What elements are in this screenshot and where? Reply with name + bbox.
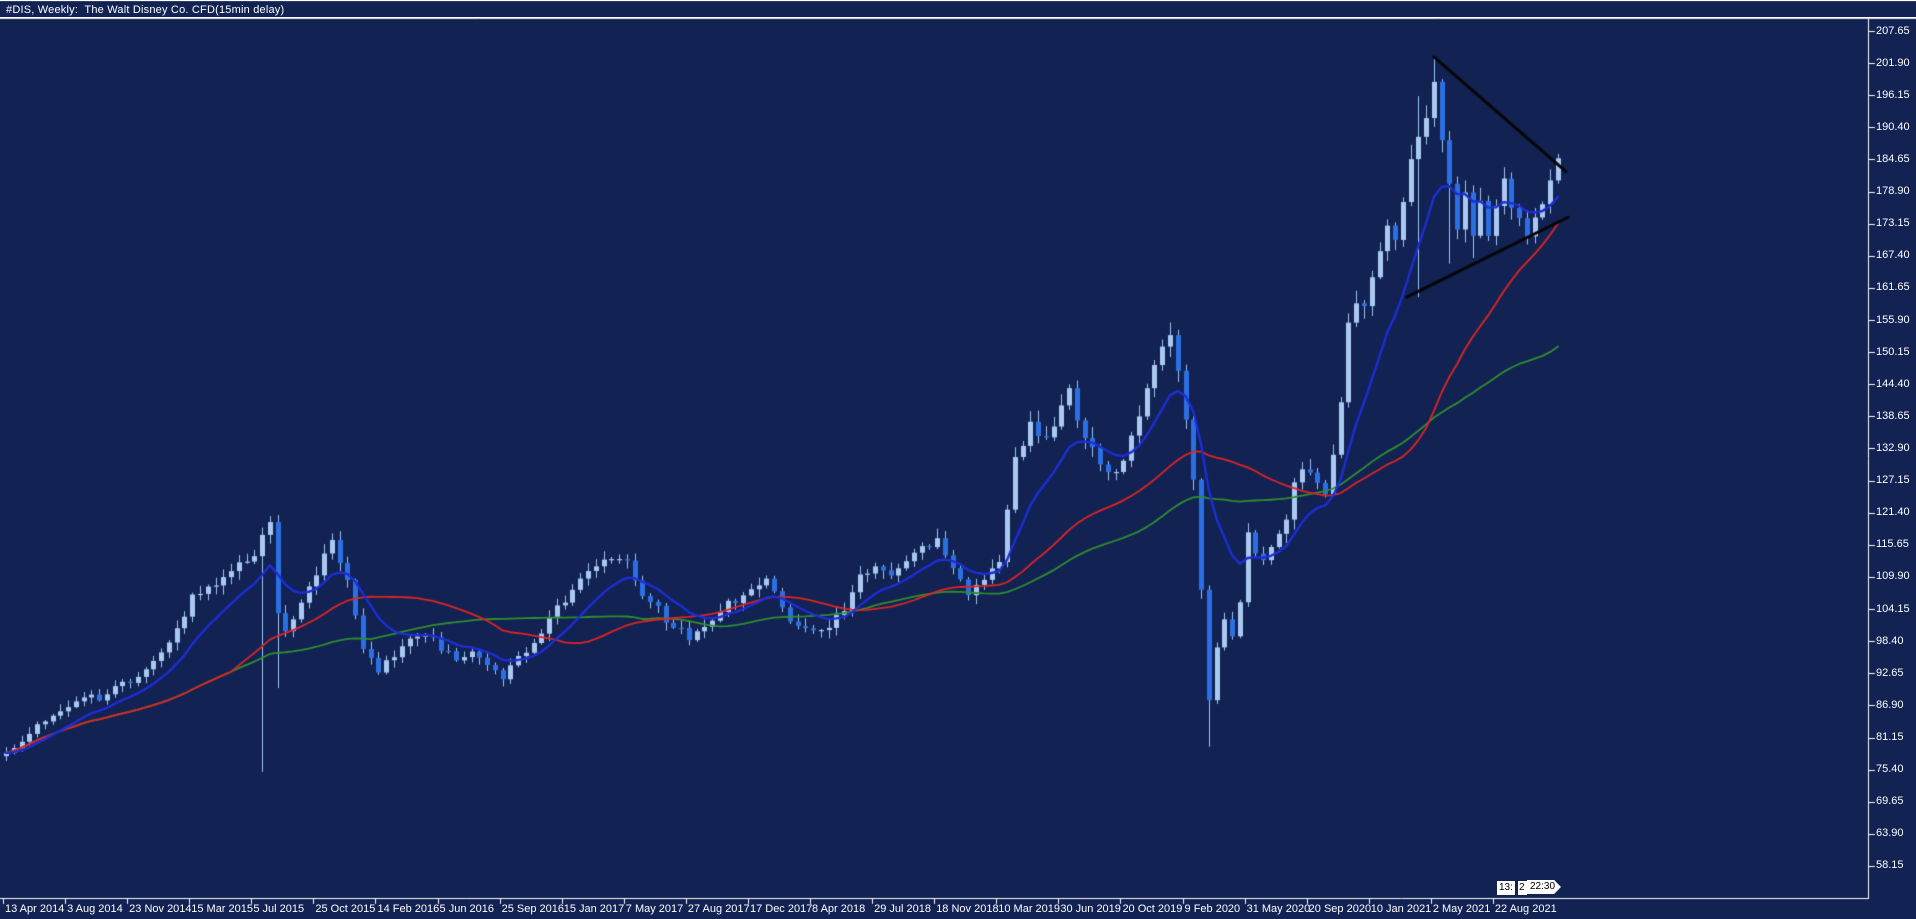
time-axis-label: 10 Mar 2019 xyxy=(998,903,1061,915)
time-axis-label: 10 Jan 2021 xyxy=(1370,903,1432,915)
time-axis-label: 29 Jul 2018 xyxy=(874,903,931,915)
time-axis-label: 25 Sep 2016 xyxy=(501,903,565,915)
price-axis-label: 201.90 xyxy=(1876,56,1910,69)
time-axis-label: 23 Nov 2014 xyxy=(129,903,192,915)
time-axis-label: 3 Aug 2014 xyxy=(67,903,123,915)
price-axis-label: 92.65 xyxy=(1876,666,1904,679)
time-axis-label: 2 May 2021 xyxy=(1432,903,1491,915)
time-axis-label: 27 Aug 2017 xyxy=(687,903,750,915)
time-axis-label: 13 Apr 2014 xyxy=(5,903,65,915)
time-axis-label: 17 Dec 2017 xyxy=(749,903,813,915)
price-axis-label: 115.65 xyxy=(1876,538,1909,551)
time-axis-label: 22 Aug 2021 xyxy=(1494,903,1557,915)
price-axis-label: 207.65 xyxy=(1876,24,1910,37)
price-axis-label: 150.15 xyxy=(1876,345,1910,358)
price-axis-label: 138.65 xyxy=(1876,409,1910,422)
price-axis-label: 167.40 xyxy=(1876,249,1910,262)
price-axis-label: 86.90 xyxy=(1876,698,1904,711)
time-axis-label: 30 Jun 2019 xyxy=(1060,903,1121,915)
time-axis-label: 5 Jun 2016 xyxy=(439,903,494,915)
time-axis-label: 14 Feb 2016 xyxy=(377,903,440,915)
time-tag-minute: 22:30 xyxy=(1527,880,1561,894)
price-axis-label: 127.15 xyxy=(1876,474,1910,487)
time-axis-label: 15 Jan 2017 xyxy=(563,903,625,915)
time-tag-hour: 13: xyxy=(1497,881,1515,895)
time-axis-label: 15 Mar 2015 xyxy=(191,903,253,915)
price-axis-label: 132.90 xyxy=(1876,441,1910,454)
time-axis-label: 25 Oct 2015 xyxy=(315,903,376,915)
price-axis-label: 81.15 xyxy=(1876,731,1904,744)
price-axis-label: 104.15 xyxy=(1876,602,1910,615)
price-axis-label: 69.65 xyxy=(1876,795,1904,808)
price-axis-label: 144.40 xyxy=(1876,377,1910,390)
time-axis-label: 31 May 2020 xyxy=(1246,903,1311,915)
price-axis-label: 63.90 xyxy=(1876,827,1904,840)
price-axis-label: 178.90 xyxy=(1876,185,1910,198)
price-axis-label: 121.40 xyxy=(1876,506,1910,519)
price-axis-label: 58.15 xyxy=(1876,859,1904,872)
price-axis-label: 98.40 xyxy=(1876,634,1904,647)
time-axis-label: 18 Nov 2018 xyxy=(936,903,999,915)
time-axis-label: 8 Apr 2018 xyxy=(812,903,866,915)
price-axis-label: 190.40 xyxy=(1876,120,1910,133)
chart-title: #DIS, Weekly: The Walt Disney Co. CFD(15… xyxy=(6,4,285,16)
price-axis-label: 173.15 xyxy=(1876,217,1910,230)
price-axis-label: 161.65 xyxy=(1876,281,1910,294)
time-tag-partial: 2 xyxy=(1518,881,1527,895)
time-axis-label: 20 Sep 2020 xyxy=(1308,903,1372,915)
chart-title-bar: #DIS, Weekly: The Walt Disney Co. CFD(15… xyxy=(0,0,1916,18)
time-axis-label: 20 Oct 2019 xyxy=(1122,903,1183,915)
time-axis-label: 5 Jul 2015 xyxy=(253,903,305,915)
price-axis-label: 109.90 xyxy=(1876,570,1910,583)
price-axis-label: 184.65 xyxy=(1876,152,1910,165)
price-axis-label: 155.90 xyxy=(1876,313,1910,326)
price-axis-label: 75.40 xyxy=(1876,763,1904,776)
time-axis-label: 7 May 2017 xyxy=(625,903,684,915)
price-axis-label: 196.15 xyxy=(1876,88,1910,101)
time-axis-label: 9 Feb 2020 xyxy=(1184,903,1241,915)
